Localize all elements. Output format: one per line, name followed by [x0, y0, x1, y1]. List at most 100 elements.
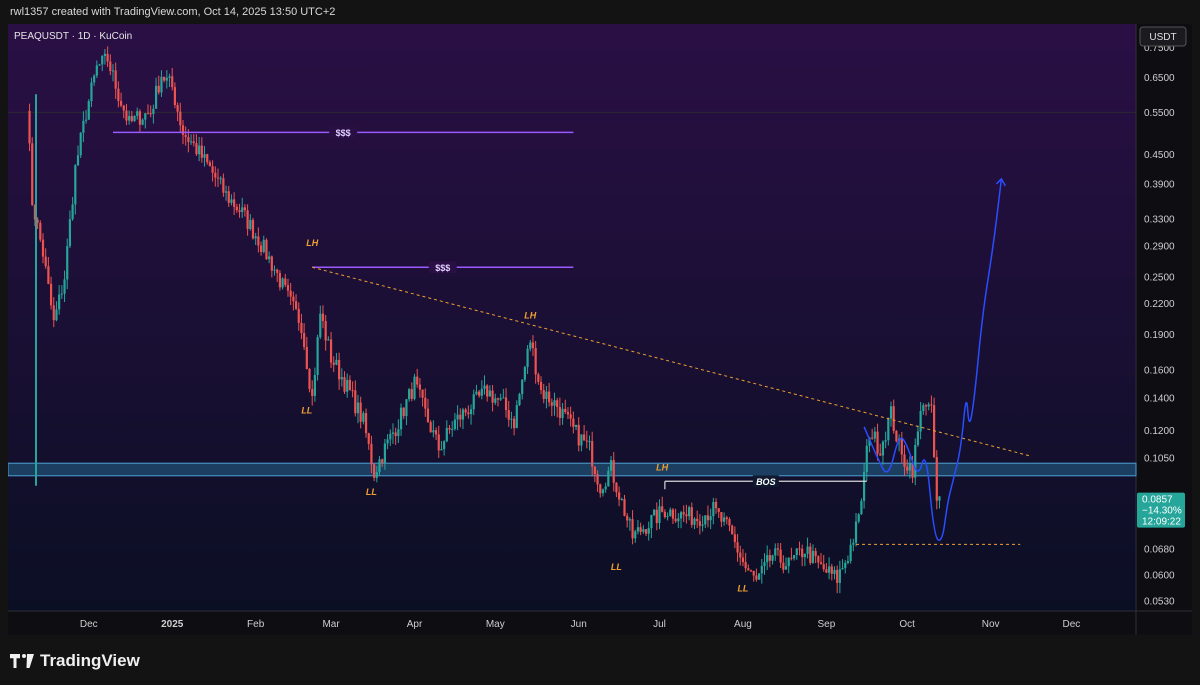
candle-body	[249, 219, 252, 229]
candle-body	[693, 518, 696, 525]
candle-body	[698, 521, 701, 526]
candle-body	[329, 339, 333, 363]
current-price-change: −14.30%	[1142, 506, 1182, 517]
candle-body	[876, 431, 879, 454]
candle-body	[704, 515, 707, 525]
candle-body	[187, 136, 190, 142]
price-tick-label: 0.1900	[1144, 330, 1175, 341]
candle-body	[741, 557, 745, 563]
candle-body	[634, 531, 637, 539]
candle-body	[513, 418, 516, 429]
candle-body	[394, 432, 397, 437]
candle-body	[160, 76, 163, 93]
candle-body	[286, 285, 290, 291]
candle-body	[523, 367, 526, 380]
candle-body	[230, 199, 233, 203]
candle-body	[935, 457, 938, 501]
candle-body	[383, 443, 386, 464]
candle-body	[297, 308, 300, 323]
candle-countdown: 12:09:22	[1142, 517, 1181, 528]
price-tick-label: 0.6500	[1144, 73, 1175, 84]
candle-body	[537, 374, 540, 382]
demand-zone	[8, 462, 1137, 477]
candle-body	[348, 379, 351, 391]
candle-body	[356, 402, 360, 414]
candle-body	[736, 542, 739, 553]
candle-body	[585, 440, 588, 442]
chart-area[interactable]: $$$ $$$ BOS LH LL LL LH LL LH LL 0.7500 0.6500 0.550…	[8, 24, 1192, 635]
credit-text: rwl1357 created with TradingView.com, Oc…	[10, 6, 336, 18]
candle-body	[467, 412, 470, 415]
candle-body	[623, 499, 626, 516]
candle-body	[852, 542, 855, 545]
footer	[0, 635, 1200, 685]
candle-body	[31, 143, 34, 205]
candle-body	[138, 111, 142, 125]
candle-body	[203, 154, 206, 158]
liquidity-label: $$$	[435, 263, 450, 273]
candle-body	[911, 463, 914, 478]
candle-body	[316, 337, 319, 375]
header-bar: rwl1357 created with TradingView.com, Oc…	[0, 0, 1200, 24]
candle-body	[222, 178, 225, 193]
candle-body	[440, 449, 443, 451]
lower-low-label: LL	[737, 583, 748, 593]
candle-body	[650, 515, 653, 529]
candle-body	[787, 557, 790, 567]
projection-arrowhead	[995, 177, 1007, 187]
candle-body	[79, 132, 82, 156]
candle-body	[819, 562, 823, 565]
tradingview-logo[interactable]: TradingView	[10, 651, 140, 671]
candle-body	[642, 529, 645, 532]
candle-body	[669, 509, 672, 517]
candle-body	[338, 359, 341, 380]
candle-body	[685, 514, 688, 517]
candle-body	[817, 556, 820, 563]
candle-body	[529, 342, 532, 349]
current-price-tag	[1137, 492, 1185, 528]
candle-body	[362, 413, 365, 422]
candle-body	[504, 397, 508, 411]
candles	[28, 46, 941, 594]
candle-body	[545, 391, 548, 399]
candle-body	[114, 70, 117, 89]
candle-body	[453, 419, 456, 430]
symbol-label: PEAQUSDT · 1D · KuCoin	[14, 31, 133, 42]
candle-body	[63, 279, 66, 294]
candle-body	[84, 119, 88, 121]
candle-body	[192, 141, 195, 144]
tradingview-logo-icon	[10, 654, 34, 668]
candle-body	[903, 454, 906, 467]
candle-body	[179, 111, 182, 126]
candle-body	[289, 290, 292, 297]
candle-body	[714, 501, 718, 509]
candle-body	[95, 65, 98, 76]
candle-body	[378, 459, 381, 473]
candle-body	[305, 347, 308, 369]
candle-body	[844, 562, 847, 569]
candle-body	[510, 418, 513, 420]
candle-body	[176, 105, 179, 112]
candle-body	[768, 555, 771, 561]
time-tick-label: Apr	[407, 619, 423, 630]
candle-body	[198, 145, 201, 155]
candle-body	[728, 519, 731, 526]
candle-body	[499, 398, 502, 400]
candle-body	[224, 191, 228, 193]
candle-body	[596, 474, 599, 485]
price-chart[interactable]: $$$ $$$ BOS LH LL LL LH LL LH LL 0.7500 0.6500 0.550…	[8, 24, 1192, 635]
candle-body	[919, 410, 922, 432]
candle-body	[706, 515, 710, 521]
candle-body	[375, 472, 378, 478]
candle-body	[548, 391, 551, 403]
candle-body	[938, 496, 941, 501]
candle-body	[701, 524, 704, 526]
candle-body	[922, 405, 925, 411]
candle-body	[346, 379, 349, 392]
price-tick-label: 0.0600	[1144, 571, 1175, 582]
candle-body	[241, 207, 244, 212]
candle-body	[364, 413, 368, 434]
candle-body	[381, 459, 384, 464]
candle-body	[359, 402, 362, 422]
time-tick-label: Aug	[734, 619, 752, 630]
